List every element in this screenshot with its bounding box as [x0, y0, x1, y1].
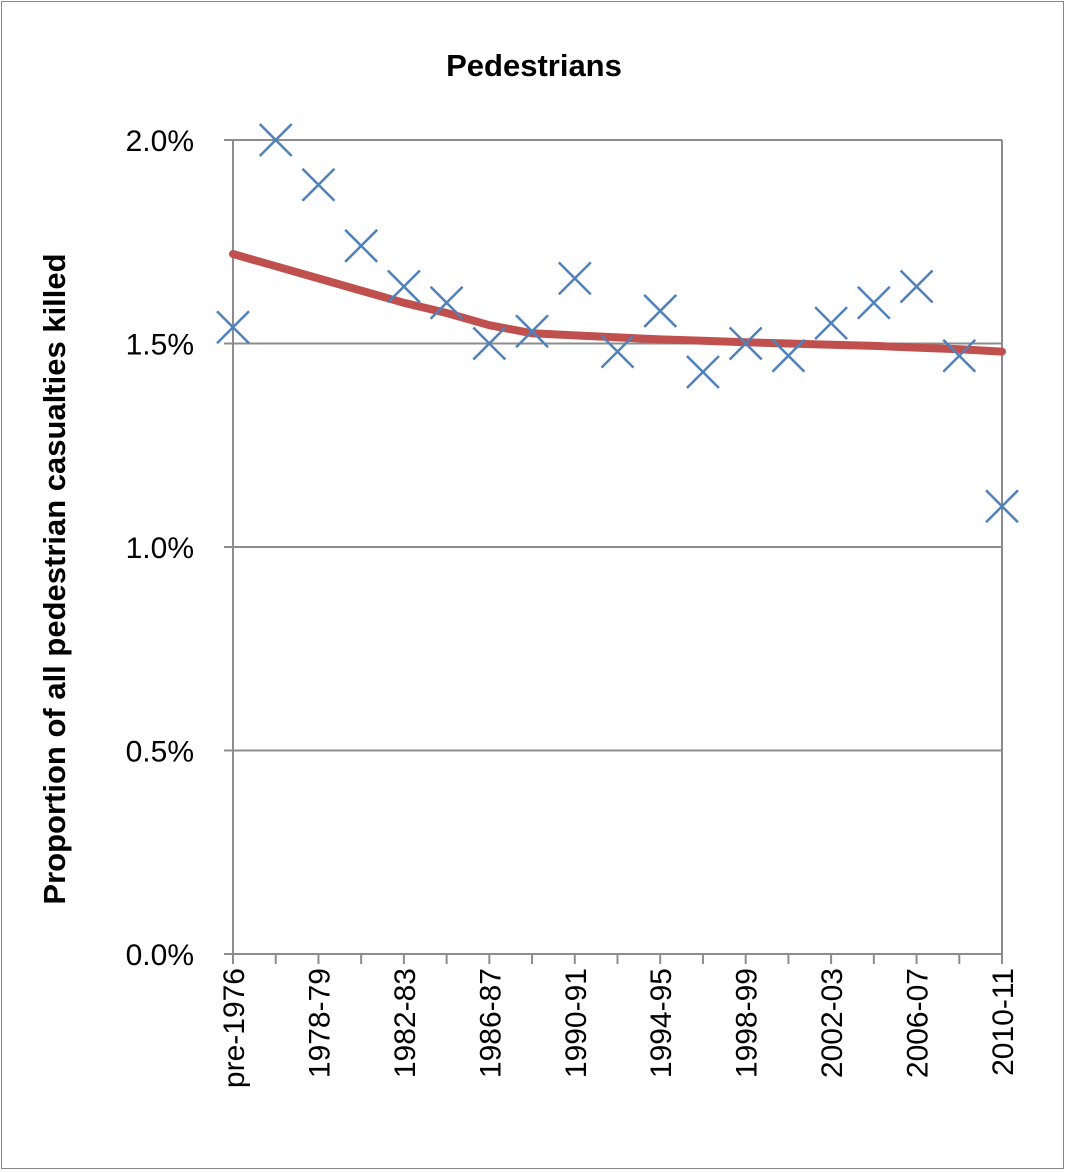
scatter-point: [387, 269, 421, 304]
marker-stroke: [985, 489, 1019, 524]
x-tick-label: 1982-83: [389, 968, 422, 1078]
x-tick-label: 1986-87: [474, 968, 507, 1078]
scatter-point: [856, 285, 891, 320]
x-tick-label: 2006-07: [902, 968, 935, 1078]
scatter-point: [216, 310, 250, 345]
x-tick-label: 2010-11: [987, 968, 1020, 1076]
scatter-point: [472, 326, 507, 361]
marker-stroke: [899, 269, 934, 304]
scatter-point: [600, 334, 635, 369]
scatter-point: [643, 294, 678, 328]
marker-stroke: [942, 338, 977, 373]
trend-line: [229, 250, 1006, 356]
marker-stroke: [600, 334, 635, 369]
marker-stroke: [216, 310, 250, 345]
x-tick-label: 2002-03: [816, 968, 849, 1078]
y-tick-labels: 0.0% 0.5% 1.0% 1.5% 2.0%: [126, 125, 194, 972]
x-tick-label: 1994-95: [645, 968, 678, 1078]
scatter-point: [942, 338, 977, 373]
marker-stroke: [387, 269, 421, 304]
x-tick-label: 1998-99: [731, 968, 764, 1078]
marker-stroke: [643, 294, 678, 328]
marker-stroke: [856, 285, 891, 320]
trend-line-series: [229, 250, 1006, 356]
scatter-point: [899, 269, 934, 304]
scatter-point: [429, 285, 464, 320]
scatter-point: [728, 326, 763, 361]
x-tick-label: 1990-91: [560, 968, 593, 1078]
marker-stroke: [301, 167, 336, 202]
x-tick-labels: pre-1976 1978-79 1982-83 1986-87 1990-91 1994…: [218, 968, 1020, 1088]
marker-stroke: [472, 326, 507, 361]
axes: [224, 139, 1003, 964]
marker-stroke: [515, 314, 549, 349]
scatter-point: [557, 261, 592, 296]
y-tick-label: 2.0%: [126, 125, 194, 158]
marker-stroke: [429, 285, 464, 320]
y-tick-label: 0.5%: [126, 736, 194, 769]
chart-title: Pedestrians: [446, 48, 622, 83]
y-axis-title: Proportion of all pedestrian casualties …: [37, 253, 72, 904]
scatter-point: [301, 167, 336, 202]
scatter-point: [771, 338, 806, 373]
marker-stroke: [771, 338, 806, 373]
gridlines: [233, 139, 1003, 955]
marker-stroke: [557, 261, 592, 296]
scatter-marker-series: [216, 123, 1019, 524]
marker-stroke: [814, 306, 848, 341]
scatter-point: [515, 314, 549, 349]
marker-stroke: [728, 326, 763, 361]
y-tick-label: 1.5%: [126, 329, 194, 362]
scatter-point: [258, 123, 293, 157]
y-tick-label: 0.0%: [126, 939, 194, 972]
scatter-point: [985, 489, 1019, 524]
marker-stroke: [344, 228, 379, 263]
y-tick-label: 1.0%: [126, 532, 194, 565]
scatter-point: [686, 355, 720, 389]
marker-stroke: [258, 123, 293, 157]
marker-stroke: [686, 355, 720, 389]
scatter-point: [814, 306, 848, 341]
x-tick-label: pre-1976: [218, 968, 251, 1088]
x-tick-label: 1978-79: [303, 968, 336, 1078]
scatter-point: [344, 228, 379, 263]
